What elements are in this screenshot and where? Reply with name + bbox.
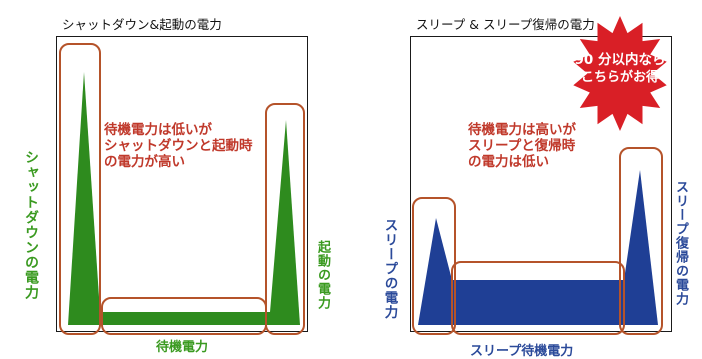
badge-starburst — [573, 16, 667, 131]
right-panel-title: スリープ & スリープ復帰の電力 — [416, 17, 595, 32]
left-panel-note: 待機電力は低いが シャットダウンと起動時 の電力が高い — [104, 122, 253, 170]
wake-power-label: スリープ復帰の電力 — [673, 180, 688, 306]
sleep-standby-label: スリープ待機電力 — [470, 344, 574, 359]
shutdown-power-spike — [68, 72, 100, 325]
left-note-line-2: シャットダウンと起動時 — [104, 138, 253, 154]
badge-text: 90 分以内なら こちらがお得 — [572, 52, 668, 86]
wake-outline — [619, 147, 663, 335]
shutdown-outline — [59, 43, 101, 335]
sleep-outline — [412, 197, 456, 335]
right-note-line-1: 待機電力は高いが — [468, 122, 576, 138]
sleep-standby-bar — [452, 280, 624, 325]
right-panel-note: 待機電力は高いが スリープと復帰時 の電力は低い — [468, 122, 576, 170]
left-note-line-3: の電力が高い — [104, 154, 185, 170]
startup-power-label: 起動の電力 — [315, 240, 330, 310]
left-panel-title: シャットダウン&起動の電力 — [62, 17, 222, 32]
badge-line-1: 90 分以内なら — [574, 52, 666, 68]
sleep-power-label: スリープの電力 — [381, 218, 398, 320]
startup-outline — [265, 103, 305, 335]
shutdown-power-label: シャットダウンの電力 — [23, 150, 39, 300]
standby-power-label: 待機電力 — [156, 340, 209, 355]
sleep-standby-outline — [451, 261, 625, 335]
badge-line-2: こちらがお得 — [580, 70, 659, 85]
sleep-power-spike — [418, 218, 452, 325]
wake-power-spike — [624, 170, 658, 325]
right-note-line-2: スリープと復帰時 — [468, 138, 576, 154]
left-note-line-1: 待機電力は低いが — [104, 122, 212, 138]
startup-power-spike — [270, 120, 300, 325]
right-note-line-3: の電力は低い — [468, 154, 549, 170]
standby-power-bar — [100, 312, 270, 325]
